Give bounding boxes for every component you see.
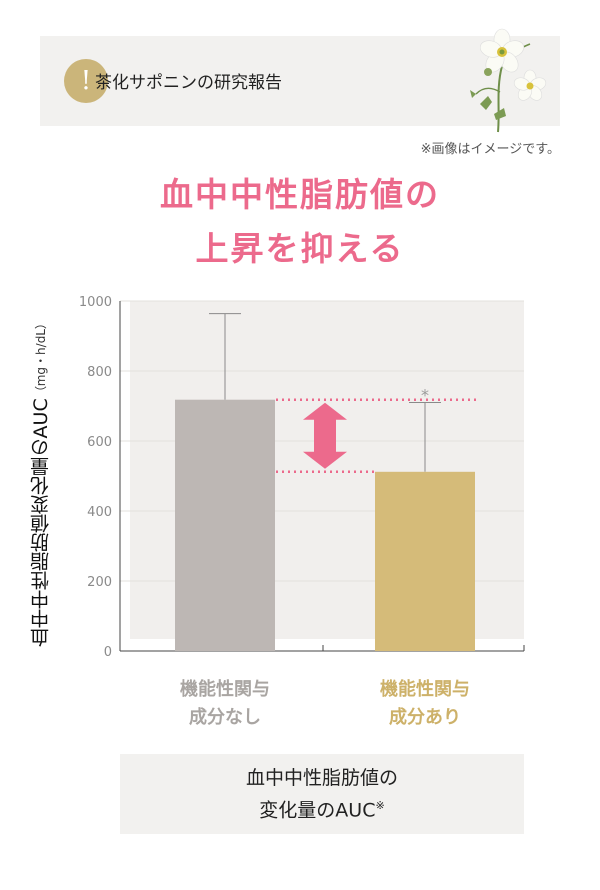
caption-line-1: 血中中性脂肪値の — [245, 766, 398, 789]
category-label-control: 機能性関与 成分なし — [125, 676, 325, 732]
auc-bar-chart: 0 200 400 600 800 1000 * — [79, 295, 525, 660]
reduction-arrow-icon — [303, 402, 347, 469]
headline-line-2: 上昇を抑える — [195, 229, 405, 268]
y-tick-label: 200 — [87, 575, 112, 590]
banner-title: 茶化サポニンの研究報告 — [95, 73, 282, 93]
chart-caption: 血中中性脂肪値の 変化量のAUC※ — [120, 754, 524, 834]
category-label-control-line-2: 成分なし — [189, 707, 261, 728]
y-tick-label: 600 — [87, 435, 112, 450]
caption-footnote-mark: ※ — [375, 798, 385, 812]
caption-line-2-text: 変化量のAUC — [259, 799, 376, 822]
research-banner: ! 茶化サポニンの研究報告 — [40, 28, 560, 133]
y-tick-label: 0 — [104, 645, 112, 660]
y-tick-label: 400 — [87, 505, 112, 520]
image-note: ※画像はイメージです。 — [420, 142, 560, 157]
y-tick-label: 800 — [87, 365, 112, 380]
significance-mark: * — [421, 386, 429, 405]
bar-test — [375, 471, 475, 651]
category-label-test-line-2: 成分あり — [389, 707, 461, 728]
category-label-test: 機能性関与 成分あり — [325, 676, 525, 732]
exclamation-badge-icon: ! — [64, 59, 108, 103]
headline-line-1: 血中中性脂肪値の — [160, 175, 440, 214]
caption-line-2: 変化量のAUC※ — [120, 792, 524, 824]
anemone-flower-illustration — [470, 28, 547, 133]
category-label-control-line-1: 機能性関与 — [180, 679, 270, 700]
category-label-test-line-1: 機能性関与 — [380, 679, 470, 700]
bar-control — [175, 399, 275, 651]
y-tick-label: 1000 — [79, 295, 112, 310]
